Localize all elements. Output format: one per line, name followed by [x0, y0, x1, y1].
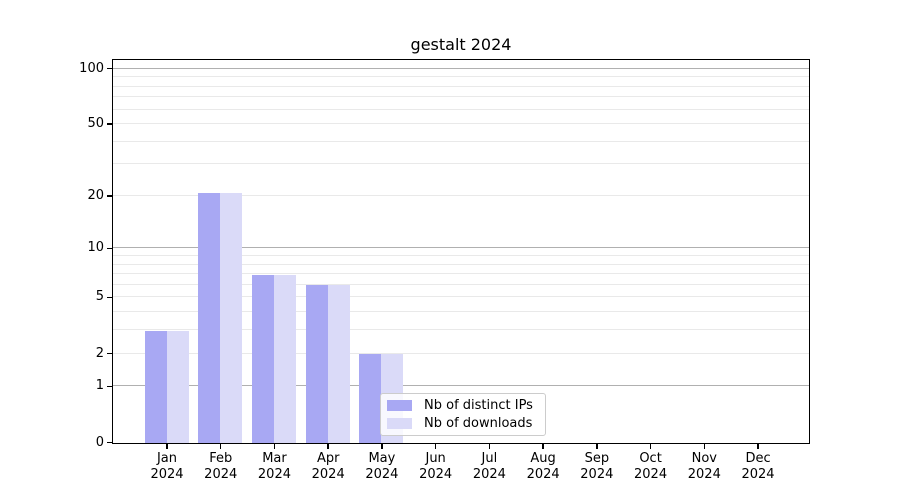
x-tick-label-month: Apr [316, 451, 340, 466]
x-tick-label-year: 2024 [687, 467, 721, 482]
x-tick-label-month: Jun [425, 451, 446, 466]
x-tick-label-month: Jan [156, 451, 178, 466]
x-tick-label-month: Aug [530, 451, 556, 466]
x-tick-mark [596, 444, 598, 449]
gridline-minor [113, 273, 809, 275]
gridline-major [113, 67, 809, 69]
y-tick-mark [107, 247, 112, 250]
x-tick-label-year: 2024 [741, 467, 775, 482]
y-tick-mark [107, 296, 112, 299]
x-tick-label-month: Nov [691, 451, 717, 466]
x-tick-mark [542, 444, 544, 449]
y-tick-label: 1 [95, 378, 104, 394]
legend: Nb of distinct IPs Nb of downloads [380, 393, 546, 436]
y-tick-mark [107, 352, 112, 355]
chart-title: gestalt 2024 [410, 35, 512, 54]
x-tick-label-month: Oct [639, 451, 662, 466]
gridline-minor [113, 194, 809, 196]
x-tick-label-year: 2024 [580, 467, 614, 482]
y-tick-label: 10 [87, 240, 104, 256]
legend-item-downloads: Nb of downloads [387, 415, 539, 434]
x-tick-mark [757, 444, 759, 449]
gridline-minor [113, 108, 809, 110]
gridline-minor [113, 76, 809, 78]
gridline-minor [113, 329, 809, 331]
legend-swatch-distinct-ips [387, 399, 412, 411]
y-tick-label: 100 [79, 60, 104, 76]
bar-may-ips [359, 354, 382, 443]
y-tick-mark [107, 385, 112, 388]
gridline-minor [113, 311, 809, 313]
x-tick-label-year: 2024 [204, 467, 238, 482]
x-tick-label-month: Mar [262, 451, 287, 466]
gridline-major [113, 385, 809, 387]
x-tick-label-year: 2024 [472, 467, 506, 482]
x-tick-mark [166, 444, 168, 449]
gridline-minor [113, 296, 809, 298]
x-tick-label-year: 2024 [419, 467, 453, 482]
y-tick-mark [107, 67, 112, 70]
y-tick-label: 0 [95, 434, 104, 450]
x-tick-label-month: Dec [745, 451, 771, 466]
legend-swatch-downloads [387, 418, 412, 430]
x-tick-label-month: Sep [584, 451, 610, 466]
gridline-major [113, 247, 809, 249]
gridline-minor [113, 283, 809, 285]
y-tick-mark [107, 123, 112, 125]
legend-label-distinct-ips: Nb of distinct IPs [424, 397, 533, 413]
x-tick-mark [703, 444, 706, 449]
y-tick-label: 5 [95, 289, 104, 305]
x-tick-label-month: May [368, 451, 396, 466]
bar-apr-downloads [327, 285, 350, 443]
bar-mar-ips [251, 274, 274, 443]
bar-apr-ips [305, 285, 328, 443]
x-tick-mark [219, 444, 222, 449]
x-tick-mark [381, 444, 383, 449]
bar-jan-ips [144, 330, 167, 443]
legend-label-downloads: Nb of downloads [424, 416, 533, 432]
x-tick-label-year: 2024 [365, 467, 399, 482]
x-tick-mark [488, 444, 491, 449]
legend-item-distinct-ips: Nb of distinct IPs [387, 396, 539, 415]
x-tick-mark [649, 444, 652, 449]
gridline-minor [113, 254, 809, 256]
plot-area [112, 59, 810, 444]
gridline-minor [113, 263, 809, 265]
y-tick-label: 50 [87, 116, 104, 132]
x-tick-label-year: 2024 [257, 467, 291, 482]
gridline-minor [113, 163, 809, 165]
y-tick-mark [107, 195, 112, 197]
x-tick-label-month: Jul [481, 451, 498, 466]
x-tick-mark [327, 444, 329, 449]
bar-jan-downloads [166, 330, 189, 443]
bar-mar-downloads [273, 274, 296, 443]
gridline-minor [113, 85, 809, 87]
y-tick-label: 2 [95, 345, 104, 361]
y-tick-mark [107, 441, 112, 444]
y-tick-label: 20 [87, 187, 104, 203]
gridline-minor [113, 140, 809, 142]
x-tick-label-year: 2024 [634, 467, 668, 482]
gridline-minor [113, 96, 809, 98]
x-tick-label-year: 2024 [311, 467, 345, 482]
x-tick-mark [434, 444, 437, 449]
x-tick-label-month: Feb [209, 451, 233, 466]
x-tick-label-year: 2024 [150, 467, 184, 482]
x-tick-mark [273, 444, 276, 449]
x-tick-label-year: 2024 [526, 467, 560, 482]
gridline-minor [113, 352, 809, 354]
bar-feb-downloads [220, 192, 243, 443]
gridline-minor [113, 123, 809, 125]
bar-feb-ips [198, 192, 221, 443]
